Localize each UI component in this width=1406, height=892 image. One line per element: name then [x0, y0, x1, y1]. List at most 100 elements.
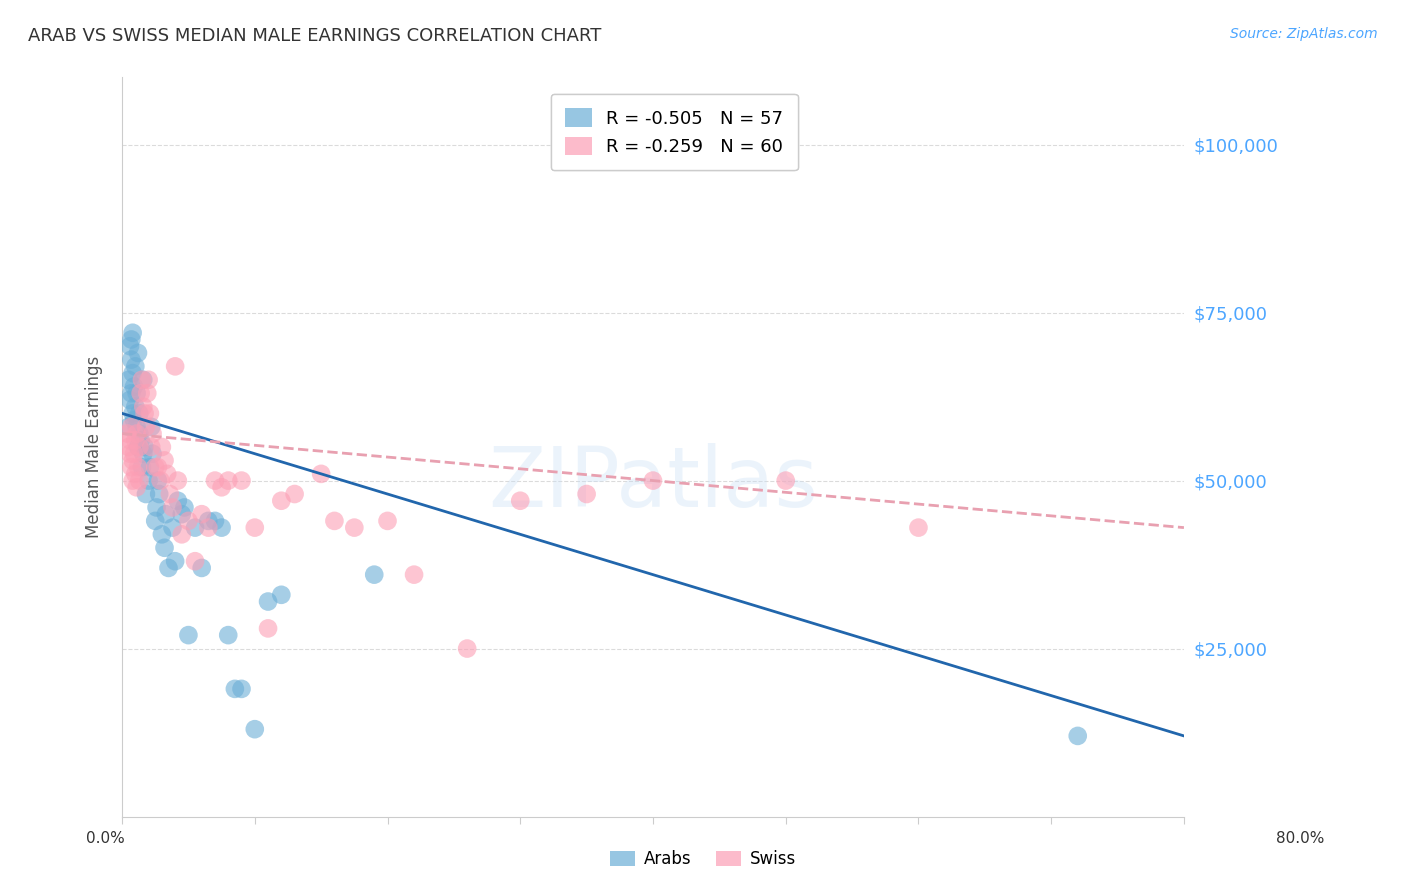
Point — [122, 413, 145, 427]
Point — [270, 588, 292, 602]
Point — [509, 493, 531, 508]
Point — [231, 474, 253, 488]
Point — [132, 373, 155, 387]
Point — [343, 520, 366, 534]
Point — [120, 333, 142, 347]
Point — [124, 467, 146, 481]
Point — [907, 520, 929, 534]
Point — [138, 373, 160, 387]
Point — [142, 447, 165, 461]
Point — [150, 527, 173, 541]
Point — [211, 520, 233, 534]
Point — [170, 507, 193, 521]
Point — [138, 474, 160, 488]
Point — [131, 373, 153, 387]
Point — [124, 434, 146, 448]
Point — [125, 386, 148, 401]
Point — [134, 440, 156, 454]
Point — [146, 474, 169, 488]
Point — [118, 373, 141, 387]
Point — [166, 493, 188, 508]
Point — [575, 487, 598, 501]
Point — [135, 487, 157, 501]
Point — [309, 467, 332, 481]
Point — [217, 474, 239, 488]
Point — [190, 507, 212, 521]
Point — [243, 520, 266, 534]
Point — [141, 440, 163, 454]
Point — [128, 474, 150, 488]
Point — [162, 500, 184, 515]
Point — [127, 460, 149, 475]
Text: 0.0%: 0.0% — [86, 831, 125, 846]
Point — [132, 447, 155, 461]
Point — [149, 474, 172, 488]
Point — [129, 434, 152, 448]
Point — [120, 420, 142, 434]
Point — [456, 641, 478, 656]
Point — [217, 628, 239, 642]
Point — [177, 628, 200, 642]
Point — [224, 681, 246, 696]
Point — [128, 406, 150, 420]
Point — [122, 379, 145, 393]
Point — [231, 681, 253, 696]
Point — [124, 400, 146, 414]
Point — [125, 426, 148, 441]
Point — [143, 514, 166, 528]
Point — [243, 722, 266, 736]
Point — [117, 426, 139, 441]
Point — [122, 447, 145, 461]
Point — [197, 520, 219, 534]
Point — [118, 339, 141, 353]
Point — [270, 493, 292, 508]
Point — [157, 561, 180, 575]
Point — [120, 352, 142, 367]
Point — [141, 420, 163, 434]
Point — [118, 420, 141, 434]
Point — [121, 406, 143, 420]
Point — [156, 467, 179, 481]
Point — [153, 453, 176, 467]
Point — [323, 514, 346, 528]
Text: ARAB VS SWISS MEDIAN MALE EARNINGS CORRELATION CHART: ARAB VS SWISS MEDIAN MALE EARNINGS CORRE… — [28, 27, 602, 45]
Point — [402, 567, 425, 582]
Point — [143, 460, 166, 475]
Point — [125, 420, 148, 434]
Point — [284, 487, 307, 501]
Point — [177, 514, 200, 528]
Point — [118, 447, 141, 461]
Point — [257, 594, 280, 608]
Point — [165, 359, 187, 374]
Point — [377, 514, 399, 528]
Point — [363, 567, 385, 582]
Point — [142, 426, 165, 441]
Point — [165, 554, 187, 568]
Point — [139, 406, 162, 420]
Point — [170, 527, 193, 541]
Point — [184, 520, 207, 534]
Point — [131, 460, 153, 475]
Point — [127, 440, 149, 454]
Point — [128, 426, 150, 441]
Point — [124, 359, 146, 374]
Point — [132, 400, 155, 414]
Point — [204, 514, 226, 528]
Point — [121, 326, 143, 340]
Point — [641, 474, 664, 488]
Legend: R = -0.505   N = 57, R = -0.259   N = 60: R = -0.505 N = 57, R = -0.259 N = 60 — [551, 94, 799, 170]
Point — [159, 487, 181, 501]
Point — [173, 500, 195, 515]
Point — [145, 500, 167, 515]
Point — [190, 561, 212, 575]
Point — [204, 474, 226, 488]
Point — [118, 392, 141, 407]
Point — [1067, 729, 1090, 743]
Point — [146, 460, 169, 475]
Point — [150, 440, 173, 454]
Text: 80.0%: 80.0% — [1277, 831, 1324, 846]
Point — [118, 434, 141, 448]
Text: ZIPatlas: ZIPatlas — [488, 443, 818, 524]
Point — [125, 480, 148, 494]
Point — [120, 460, 142, 475]
